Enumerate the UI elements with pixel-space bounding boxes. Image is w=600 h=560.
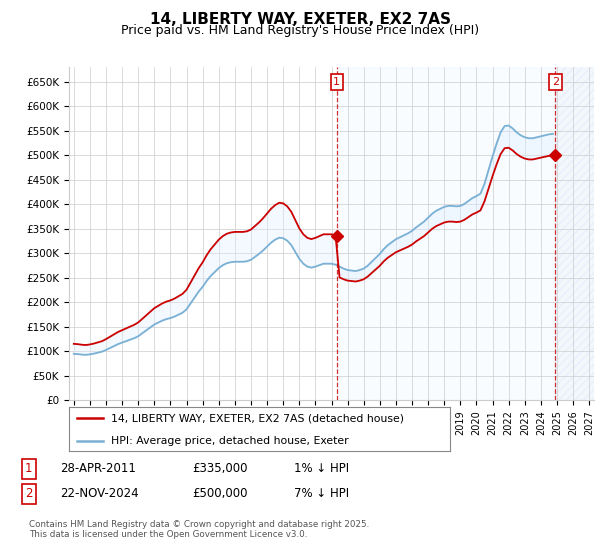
Text: 1: 1 [334,77,340,87]
Text: 2: 2 [25,487,32,501]
Text: 1: 1 [25,462,32,475]
Bar [556,67,594,400]
Text: 28-APR-2011: 28-APR-2011 [60,462,136,475]
Text: Contains HM Land Registry data © Crown copyright and database right 2025.
This d: Contains HM Land Registry data © Crown c… [29,520,369,539]
Text: £335,000: £335,000 [192,462,248,475]
Text: Price paid vs. HM Land Registry's House Price Index (HPI): Price paid vs. HM Land Registry's House … [121,24,479,37]
Text: 2: 2 [552,77,559,87]
Text: 14, LIBERTY WAY, EXETER, EX2 7AS (detached house): 14, LIBERTY WAY, EXETER, EX2 7AS (detach… [111,413,404,423]
Text: 7% ↓ HPI: 7% ↓ HPI [294,487,349,501]
Text: 14, LIBERTY WAY, EXETER, EX2 7AS: 14, LIBERTY WAY, EXETER, EX2 7AS [149,12,451,27]
Bar [337,67,556,400]
Text: HPI: Average price, detached house, Exeter: HPI: Average price, detached house, Exet… [111,436,349,446]
Text: 22-NOV-2024: 22-NOV-2024 [60,487,139,501]
Text: 1% ↓ HPI: 1% ↓ HPI [294,462,349,475]
Text: £500,000: £500,000 [192,487,248,501]
